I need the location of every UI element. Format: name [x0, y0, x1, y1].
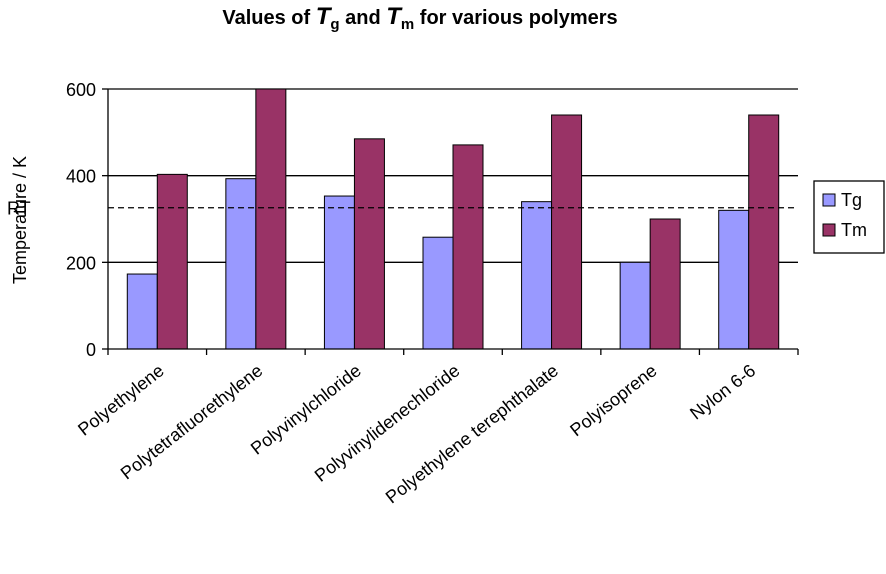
bar-tg-6: [718, 209, 750, 350]
title-var-tm: T: [386, 3, 403, 30]
title-sub-m: m: [401, 16, 414, 33]
legend-label-tg: Tg: [841, 190, 862, 210]
title-prefix: Values of: [222, 7, 315, 29]
bar-tg-5: [619, 261, 651, 350]
reference-line-label: RT: [7, 199, 31, 219]
bar-tm-4: [551, 114, 583, 350]
y-axis-label: Temperature / K: [10, 156, 30, 284]
bar-tm-3: [452, 144, 484, 350]
chart-title: Values of Tg and Tm for various polymers: [222, 3, 617, 33]
title-var-tg: T: [316, 3, 333, 30]
title-suffix: for various polymers: [414, 7, 617, 29]
y-tick-label: 600: [66, 80, 96, 100]
bar-tg-0: [126, 273, 158, 350]
bars: [126, 88, 780, 350]
bar-tg-1: [225, 178, 257, 350]
bar-tg-2: [323, 195, 355, 350]
category-label: Polyisoprene: [566, 360, 660, 440]
legend-swatch-tg: [822, 193, 836, 207]
bar-tm-5: [649, 218, 681, 350]
bar-tm-0: [156, 173, 188, 350]
bar-tm-6: [748, 114, 780, 350]
y-tick-label: 200: [66, 253, 96, 273]
legend-label-tm: Tm: [841, 220, 867, 240]
legend-box: [813, 180, 885, 254]
legend-swatch-tm: [822, 223, 836, 237]
title-sub-g: g: [330, 16, 339, 33]
bar-tg-3: [422, 236, 454, 350]
y-tick-label: 0: [86, 340, 96, 360]
y-ticks: 0 200 400 600: [66, 80, 108, 360]
y-tick-label: 400: [66, 167, 96, 187]
reference-line-group: RT: [7, 199, 798, 219]
category-label: Polyethylene terephthalate: [382, 360, 562, 507]
category-label: Polyethylene: [74, 360, 168, 439]
bar-tm-2: [353, 138, 385, 350]
title-middle: and: [340, 7, 387, 29]
bar-tm-1: [255, 88, 287, 350]
category-label: Nylon 6-6: [686, 360, 759, 423]
legend: Tg Tm: [813, 180, 885, 254]
x-labels: PolyethylenePolytetrafluorethylenePolyvi…: [74, 360, 759, 507]
bar-tg-4: [521, 201, 553, 350]
axes: [107, 89, 799, 355]
